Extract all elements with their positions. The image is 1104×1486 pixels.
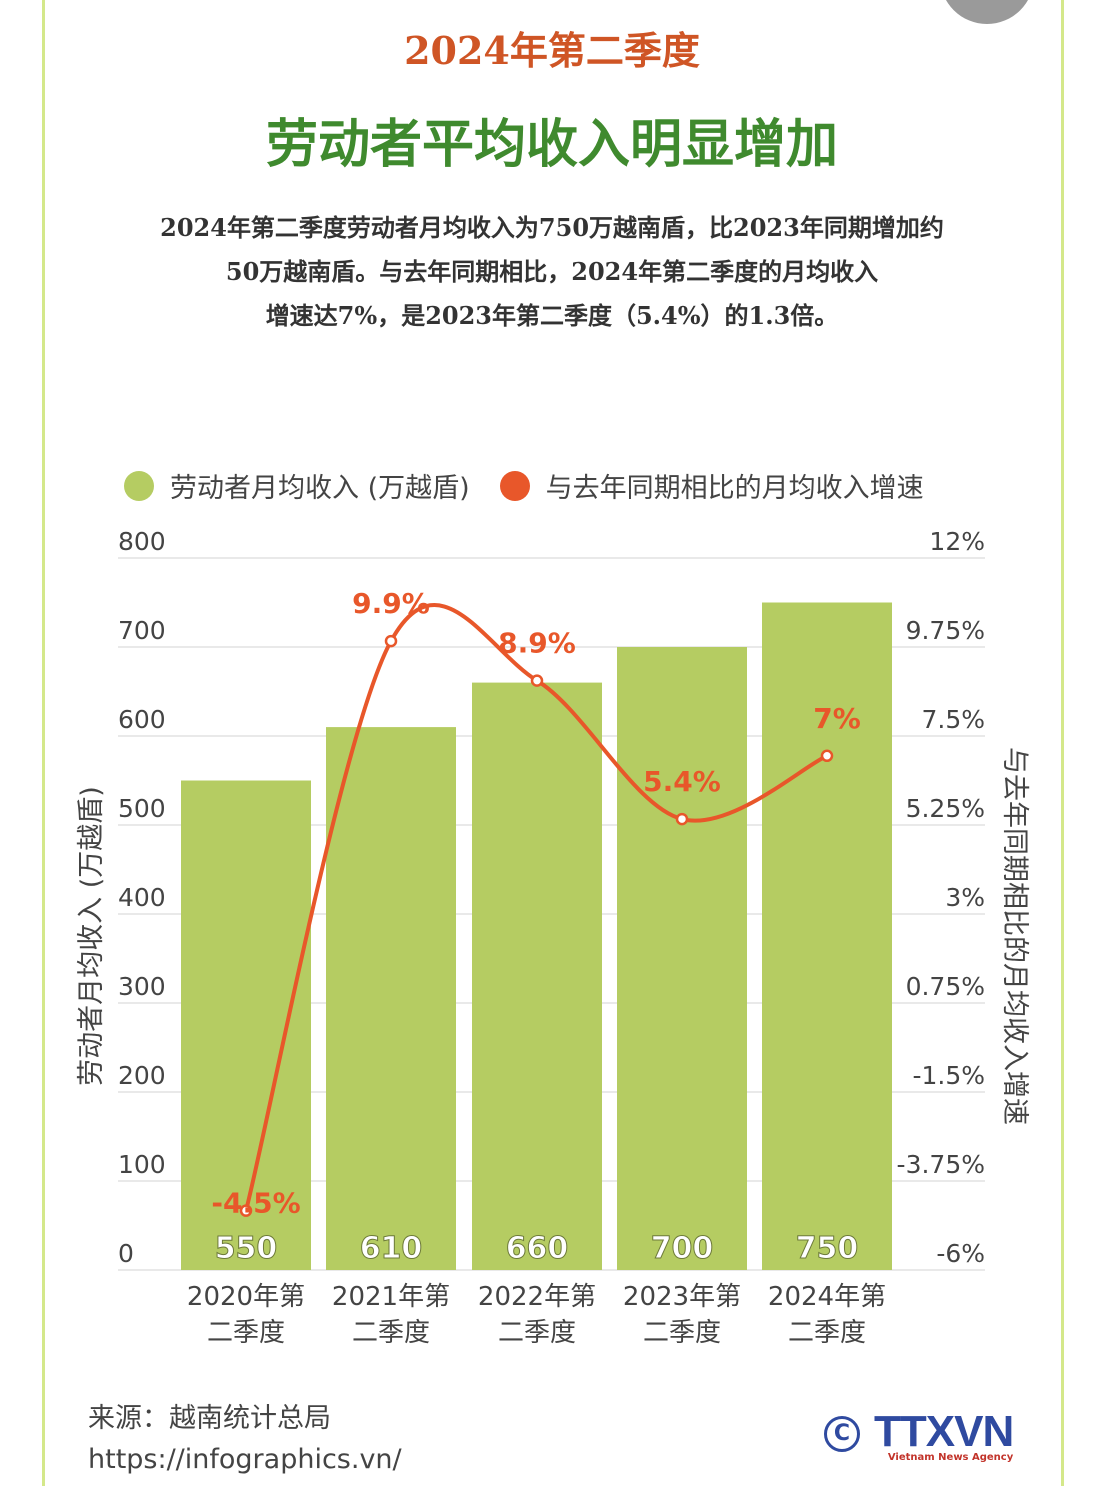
description: 2024年第二季度劳动者月均收入为750万越南盾，比2023年同期增加约 50万… xyxy=(90,206,1014,338)
right-tick-label: 7.5% xyxy=(921,705,985,734)
growth-label: 7% xyxy=(813,702,861,735)
right-axis-title: 与去年同期相比的月均收入增速 xyxy=(999,747,1030,1125)
right-tick-label: -1.5% xyxy=(912,1061,985,1090)
x-tick-label: 二季度 xyxy=(498,1318,576,1348)
logo-subtext: Vietnam News Agency xyxy=(887,1452,1014,1463)
left-tick-label: 400 xyxy=(118,883,166,912)
supertitle: 2024年第二季度 xyxy=(404,28,700,73)
growth-point xyxy=(384,634,398,648)
page-title: 劳动者平均收入明显增加 xyxy=(265,115,838,175)
copyright-icon: C xyxy=(824,1416,860,1452)
description-line: 50万越南盾。与去年同期相比，2024年第二季度的月均收入 xyxy=(225,257,879,286)
right-tick-label: 5.25% xyxy=(906,794,985,823)
legend: 劳动者月均收入 (万越盾) 与去年同期相比的月均收入增速 xyxy=(124,466,954,505)
page-frame xyxy=(42,0,1064,1486)
bar-value-label: 750 xyxy=(796,1231,859,1266)
growth-label: 5.4% xyxy=(643,765,721,798)
left-tick-label: 200 xyxy=(118,1061,166,1090)
right-tick-label: -3.75% xyxy=(897,1150,985,1179)
growth-point xyxy=(239,1204,253,1217)
left-tick-label: 100 xyxy=(118,1150,166,1179)
x-tick-label: 2020年第 xyxy=(187,1282,305,1312)
logo-text: TTXVN xyxy=(874,1407,1014,1456)
bar-value-label: 660 xyxy=(506,1231,569,1266)
growth-label: 8.9% xyxy=(498,627,576,660)
right-tick-label: 9.75% xyxy=(906,616,985,645)
left-axis-title: 劳动者月均收入 (万越盾) xyxy=(76,786,107,1086)
source-text: 来源：越南统计总局 xyxy=(88,1403,331,1434)
growth-point xyxy=(530,674,544,687)
x-tick-label: 2024年第 xyxy=(768,1282,886,1312)
x-tick-label: 二季度 xyxy=(643,1318,721,1348)
legend-label: 劳动者月均收入 (万越盾) xyxy=(170,473,470,504)
bar-value-label: 700 xyxy=(651,1231,714,1266)
left-tick-label: 700 xyxy=(118,616,166,645)
legend-label: 与去年同期相比的月均收入增速 xyxy=(545,473,924,504)
right-tick-label: -6% xyxy=(936,1239,985,1268)
green-dot-icon xyxy=(124,470,154,501)
right-tick-label: 12% xyxy=(929,527,985,556)
right-tick-label: 0.75% xyxy=(906,972,985,1001)
x-tick-label: 二季度 xyxy=(352,1318,430,1348)
left-tick-label: 300 xyxy=(118,972,166,1001)
x-tick-label: 2021年第 xyxy=(332,1282,450,1312)
left-tick-label: 600 xyxy=(118,705,166,734)
bar xyxy=(472,682,602,1270)
growth-point xyxy=(675,812,689,826)
growth-label: -4.5% xyxy=(211,1187,300,1220)
left-tick-label: 0 xyxy=(118,1239,134,1268)
growth-line xyxy=(244,603,828,1212)
legend-item-income: 劳动者月均收入 (万越盾) xyxy=(124,466,470,505)
bar-value-label: 550 xyxy=(215,1231,278,1266)
bar xyxy=(181,780,311,1270)
description-line: 增速达7%，是2023年第二季度（5.4%）的1.3倍。 xyxy=(265,301,839,330)
growth-point xyxy=(820,749,834,763)
bar xyxy=(326,727,456,1270)
x-tick-label: 二季度 xyxy=(207,1318,285,1348)
x-tick-label: 2023年第 xyxy=(623,1282,741,1312)
bar xyxy=(762,602,892,1270)
growth-label: 9.9% xyxy=(352,587,430,620)
right-tick-label: 3% xyxy=(945,883,985,912)
orange-dot-icon xyxy=(499,470,530,501)
x-tick-label: 2022年第 xyxy=(478,1282,596,1312)
source-url[interactable]: https://infographics.vn/ xyxy=(88,1444,402,1475)
bar-value-label: 610 xyxy=(360,1231,423,1266)
description-line: 2024年第二季度劳动者月均收入为750万越南盾，比2023年同期增加约 xyxy=(160,213,944,242)
bar xyxy=(617,647,747,1270)
left-tick-label: 800 xyxy=(118,527,166,556)
left-tick-label: 500 xyxy=(118,794,166,823)
x-tick-label: 二季度 xyxy=(788,1318,866,1348)
legend-item-growth: 与去年同期相比的月均收入增速 xyxy=(499,466,924,505)
ttxvn-logo: C TTXVN Vietnam News Agency xyxy=(824,1407,1014,1463)
